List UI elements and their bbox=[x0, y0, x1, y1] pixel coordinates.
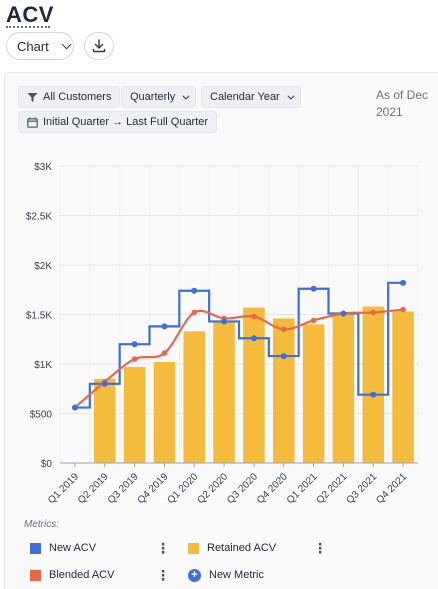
point-blended-acv bbox=[370, 309, 377, 316]
point-new-acv bbox=[340, 310, 347, 317]
y-tick-label: $1.5K bbox=[26, 311, 52, 322]
title-underline bbox=[6, 26, 50, 28]
bar-retained-acv bbox=[94, 378, 116, 463]
bar-retained-acv bbox=[332, 313, 355, 463]
date-range-filter[interactable]: Initial Quarter → Last Full Quarter bbox=[18, 111, 218, 133]
x-tick-label: Q1 2020 bbox=[165, 471, 200, 506]
metrics-label: Metrics: bbox=[24, 519, 59, 530]
x-tick-label: Q2 2020 bbox=[195, 471, 230, 506]
x-tick-label: Q4 2020 bbox=[255, 471, 290, 506]
legend-item-new-acv[interactable]: New ACV bbox=[30, 541, 96, 555]
calendar-icon bbox=[27, 117, 38, 128]
x-tick-label: Q3 2019 bbox=[106, 471, 141, 506]
as-of-line-2: 2021 bbox=[376, 105, 403, 119]
chevron-down-icon bbox=[61, 38, 72, 49]
point-blended-acv bbox=[400, 306, 406, 313]
x-tick-label: Q3 2020 bbox=[225, 471, 260, 506]
bar-retained-acv bbox=[273, 318, 295, 463]
year-type-label: Calendar Year bbox=[210, 91, 280, 103]
chevron-down-icon bbox=[182, 92, 190, 100]
bar-retained-acv bbox=[302, 324, 325, 463]
point-blended-acv bbox=[251, 313, 257, 320]
metric-menu-retained-acv[interactable]: ⋮ bbox=[313, 540, 327, 556]
add-metric-button[interactable]: + New Metric bbox=[188, 568, 264, 582]
segment-filter-label: All Customers bbox=[43, 91, 112, 103]
date-range-label: Initial Quarter → Last Full Quarter bbox=[43, 116, 209, 128]
point-new-acv bbox=[71, 404, 78, 411]
point-blended-acv bbox=[191, 309, 198, 316]
legend-item-retained-acv[interactable]: Retained ACV bbox=[188, 541, 276, 555]
year-type-dropdown[interactable]: Calendar Year bbox=[201, 86, 301, 108]
y-tick-label: $500 bbox=[30, 410, 53, 421]
metric-menu-blended-acv[interactable]: ⋮ bbox=[156, 567, 170, 583]
bar-retained-acv bbox=[123, 366, 146, 463]
point-new-acv bbox=[280, 353, 287, 360]
y-tick-label: $1K bbox=[34, 360, 52, 371]
filter-icon bbox=[27, 92, 38, 102]
legend-swatch-new-acv bbox=[30, 542, 41, 554]
x-tick-label: Q4 2019 bbox=[136, 471, 171, 506]
bar-retained-acv bbox=[213, 321, 235, 463]
bar-retained-acv bbox=[392, 311, 414, 463]
x-tick-label: Q4 2021 bbox=[374, 471, 409, 506]
download-icon bbox=[92, 39, 106, 53]
period-dropdown[interactable]: Quarterly bbox=[121, 86, 197, 108]
legend-label-retained-acv: Retained ACV bbox=[207, 542, 277, 554]
y-tick-label: $0 bbox=[41, 459, 53, 470]
y-tick-label: $3K bbox=[34, 162, 52, 173]
plus-icon: + bbox=[188, 568, 201, 582]
bar-retained-acv bbox=[243, 307, 265, 463]
chart-type-label: Chart bbox=[17, 38, 49, 54]
point-blended-acv bbox=[161, 350, 168, 356]
x-tick-label: Q2 2021 bbox=[315, 471, 350, 506]
download-button[interactable] bbox=[84, 32, 114, 60]
as-of-line-1: As of Dec bbox=[376, 88, 429, 102]
add-metric-label: New Metric bbox=[209, 569, 265, 581]
point-new-acv bbox=[400, 279, 407, 286]
bar-retained-acv bbox=[362, 306, 384, 463]
x-tick-label: Q1 2021 bbox=[285, 471, 320, 506]
chart-type-dropdown[interactable]: Chart bbox=[6, 32, 74, 60]
legend-swatch-blended-acv bbox=[30, 569, 41, 581]
point-new-acv bbox=[221, 318, 228, 325]
page-title: ACV bbox=[6, 2, 54, 27]
point-new-acv bbox=[310, 285, 317, 292]
segment-filter[interactable]: All Customers bbox=[18, 86, 121, 108]
x-tick-label: Q3 2021 bbox=[344, 471, 379, 506]
y-tick-label: $2K bbox=[34, 261, 52, 272]
chevron-down-icon bbox=[287, 92, 295, 100]
bar-retained-acv bbox=[153, 362, 176, 463]
y-tick-label: $2.5K bbox=[26, 212, 52, 223]
point-new-acv bbox=[191, 287, 198, 294]
metric-menu-new-acv[interactable]: ⋮ bbox=[156, 540, 170, 556]
point-blended-acv bbox=[131, 356, 138, 362]
line-new-acv bbox=[74, 281, 404, 409]
x-tick-label: Q2 2019 bbox=[76, 471, 111, 506]
bar-retained-acv bbox=[183, 331, 205, 463]
as-of-date: As of Dec 2021 bbox=[376, 87, 436, 121]
point-new-acv bbox=[161, 323, 168, 330]
point-blended-acv bbox=[280, 326, 287, 333]
point-new-acv bbox=[101, 380, 108, 387]
point-blended-acv bbox=[310, 317, 317, 324]
point-new-acv bbox=[250, 335, 257, 342]
legend-label-blended-acv: Blended ACV bbox=[49, 569, 115, 581]
legend-label-new-acv: New ACV bbox=[49, 542, 97, 554]
legend-item-blended-acv[interactable]: Blended ACV bbox=[30, 568, 114, 582]
legend-swatch-retained-acv bbox=[188, 542, 199, 554]
period-label: Quarterly bbox=[130, 91, 176, 103]
point-new-acv bbox=[370, 391, 377, 398]
point-new-acv bbox=[131, 341, 138, 348]
x-tick-label: Q1 2019 bbox=[46, 471, 81, 506]
